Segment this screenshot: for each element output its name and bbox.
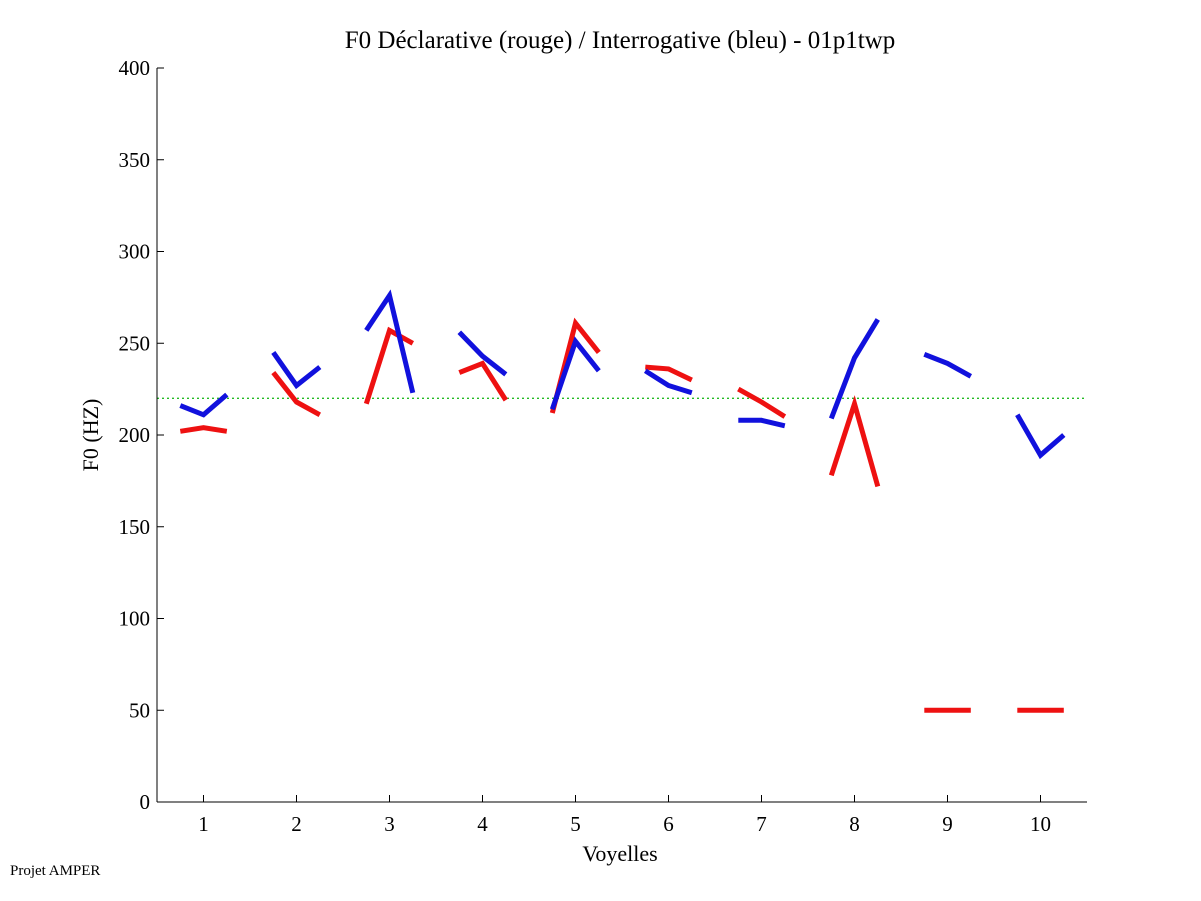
x-tick-label: 5 (570, 812, 581, 836)
y-tick-label: 300 (119, 240, 151, 264)
series-segment-9 (923, 351, 973, 379)
series-segment-6 (645, 364, 693, 383)
y-tick-label: 0 (140, 790, 151, 814)
x-axis-label: Voyelles (582, 841, 657, 866)
series-segment-2 (271, 350, 322, 390)
series-segment-6 (643, 368, 693, 396)
series-segment-10 (1015, 413, 1066, 460)
y-tick-label: 350 (119, 148, 151, 172)
x-tick-label: 8 (849, 812, 860, 836)
y-tick-label: 250 (119, 331, 151, 355)
series-segment-3 (363, 326, 415, 405)
series-segment-1 (179, 392, 229, 418)
series-layer (179, 289, 1066, 713)
series-segment-7 (738, 417, 786, 429)
axes-layer: 0 50 100 150 200 250 300 350 400 1 2 3 4 5 6 7 8 9 10 (119, 56, 1087, 836)
y-tick-label: 150 (119, 515, 151, 539)
x-tick-label: 4 (477, 812, 488, 836)
series-segment-5 (549, 317, 601, 414)
series-segment-5 (549, 336, 601, 411)
series-segment-1 (179, 425, 228, 434)
series-segment-4 (457, 330, 508, 377)
series-segment-4 (458, 360, 508, 402)
series-segment-8 (828, 395, 881, 488)
x-tick-label: 2 (291, 812, 302, 836)
y-tick-label: 50 (129, 698, 150, 722)
y-axis-label: F0 (HZ) (78, 399, 103, 472)
x-tick-label: 10 (1030, 812, 1051, 836)
x-tick-label: 9 (942, 812, 953, 836)
y-tick-label: 400 (119, 56, 151, 80)
x-tick-label: 6 (663, 812, 674, 836)
series-segment-3 (364, 289, 416, 394)
footer-label: Projet AMPER (10, 863, 101, 879)
y-tick-label: 100 (119, 607, 151, 631)
x-tick-label: 7 (756, 812, 767, 836)
y-tick-label: 200 (119, 423, 151, 447)
chart-title: F0 Déclarative (rouge) / Interrogative (… (345, 27, 896, 54)
x-tick-label: 3 (384, 812, 395, 836)
series-interrogative (179, 289, 1066, 460)
x-tick-label: 1 (198, 812, 209, 836)
series-segment-2 (271, 371, 322, 417)
series-segment-8 (828, 318, 880, 420)
series-segment-7 (737, 386, 787, 419)
series-declarative (179, 317, 1064, 713)
